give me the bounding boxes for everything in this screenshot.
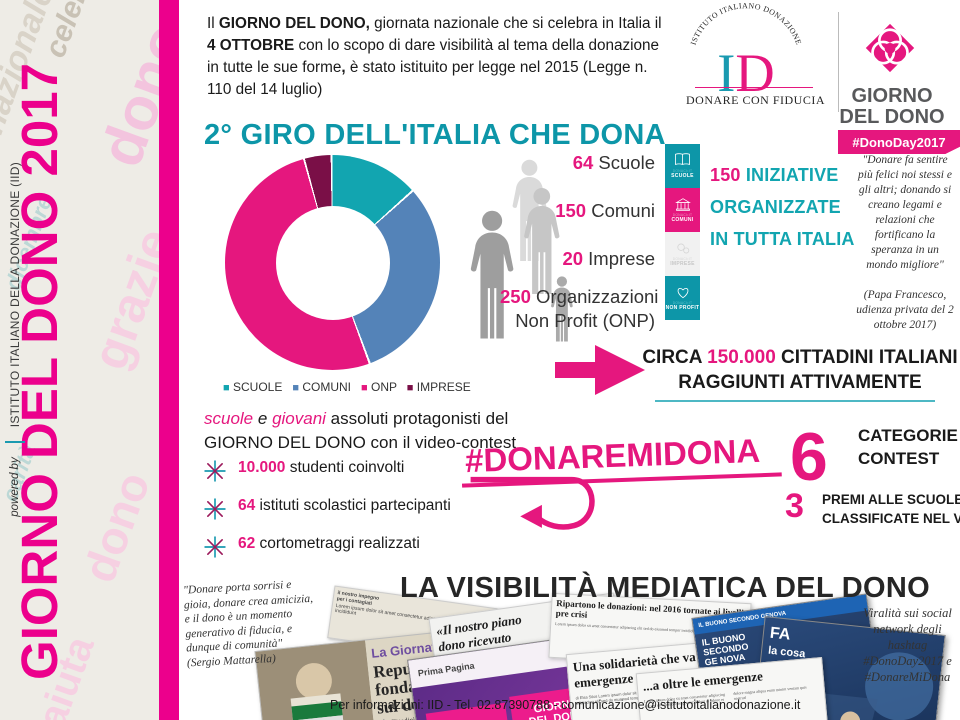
svg-text:ISTITUTO ITALIANO DONAZIONE: ISTITUTO ITALIANO DONAZIONE <box>689 1 804 46</box>
